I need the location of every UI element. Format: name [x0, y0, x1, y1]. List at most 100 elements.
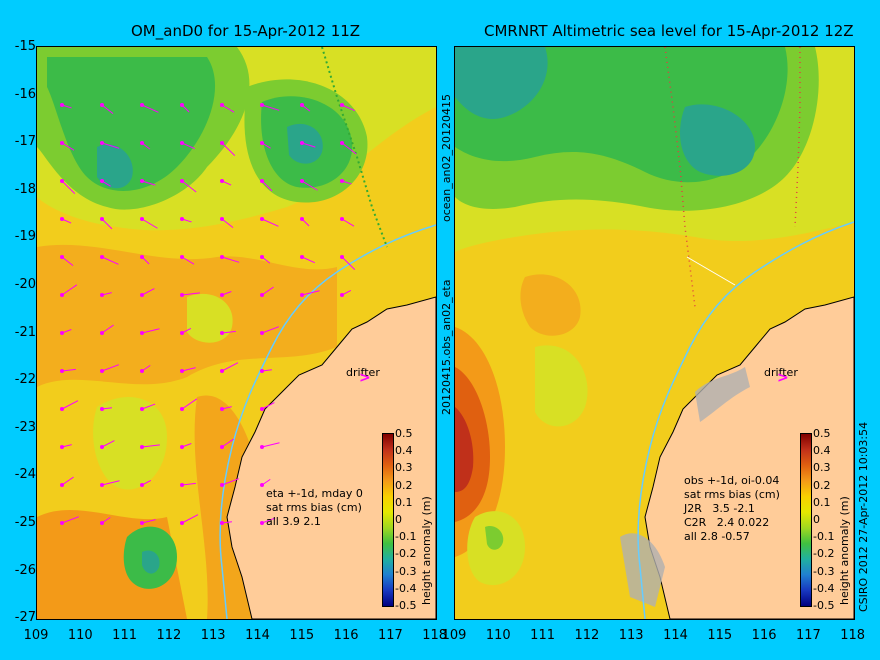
- warm-mid: [520, 274, 581, 336]
- velocity-arrow: [61, 180, 76, 195]
- colorbar-tick-label: 0: [813, 513, 820, 526]
- right-stats-line: sat rms bias (cm): [684, 488, 780, 501]
- colorbar-tick-label: 0.2: [813, 478, 831, 492]
- velocity-arrow: [261, 442, 280, 448]
- velocity-arrow-head: [180, 483, 184, 487]
- x-tick-label: 117: [377, 628, 403, 643]
- velocity-arrow-head: [100, 103, 104, 107]
- velocity-arrow: [341, 218, 355, 227]
- x-tick-label: 112: [156, 628, 182, 643]
- colorbar-tick-label: 0: [395, 513, 402, 526]
- colorbar-tick-label: 0.1: [813, 495, 831, 509]
- velocity-arrow-head: [300, 141, 304, 145]
- velocity-arrow-head: [140, 483, 144, 487]
- velocity-arrow: [141, 218, 158, 229]
- side-label-top: ocean_an02_20120415: [440, 94, 453, 222]
- right-stats: obs +-1d, oi-0.04 sat rms bias (cm) J2R …: [684, 474, 780, 544]
- velocity-arrow: [61, 476, 74, 486]
- x-tick-label: 113: [618, 628, 644, 643]
- drifter-label-right: drifter: [764, 366, 798, 379]
- right-panel-title: CMRNRT Altimetric sea level for 15-Apr-2…: [484, 22, 854, 40]
- velocity-arrow-head: [140, 331, 144, 335]
- y-tick-label: -17: [14, 134, 36, 150]
- yg-patch-small: [187, 293, 233, 343]
- colorbar-tick-label: -0.2: [395, 547, 417, 561]
- velocity-arrow: [61, 368, 76, 372]
- velocity-arrow-head: [60, 179, 64, 183]
- velocity-arrow-head: [60, 483, 64, 487]
- drifter-marker-left: >: [359, 370, 371, 386]
- y-tick-label: -18: [14, 181, 36, 197]
- velocity-arrow-head: [340, 179, 344, 183]
- velocity-arrow-head: [220, 255, 224, 259]
- velocity-arrow-head: [180, 521, 184, 525]
- velocity-arrow-head: [260, 521, 264, 525]
- velocity-arrow-head: [260, 217, 264, 221]
- white-line: [686, 256, 736, 286]
- x-tick-label: 117: [795, 628, 821, 643]
- velocity-arrow: [61, 284, 78, 296]
- yg-mid: [535, 345, 588, 427]
- velocity-arrow: [221, 256, 240, 263]
- sat-track-2: [794, 47, 801, 228]
- x-tick-label: 115: [707, 628, 733, 643]
- left-stats-line: eta +-1d, mday 0: [266, 487, 363, 500]
- velocity-arrow-head: [260, 255, 264, 259]
- velocity-arrow-head: [60, 331, 64, 335]
- velocity-arrow-head: [100, 141, 104, 145]
- velocity-arrow: [181, 482, 196, 486]
- velocity-arrow-head: [180, 141, 184, 145]
- velocity-arrow: [221, 330, 236, 334]
- teal-core: [455, 47, 548, 119]
- velocity-arrow-head: [260, 103, 264, 107]
- velocity-arrow-head: [100, 217, 104, 221]
- velocity-arrow-head: [340, 255, 344, 259]
- velocity-arrow-head: [300, 103, 304, 107]
- velocity-arrow-head: [220, 103, 224, 107]
- right-map-panel: [454, 46, 855, 620]
- velocity-arrow: [261, 402, 275, 410]
- velocity-arrow: [101, 104, 114, 114]
- teal-core-2: [680, 104, 755, 176]
- velocity-arrow-head: [220, 179, 224, 183]
- velocity-arrow-head: [100, 407, 104, 411]
- sat-track: [321, 47, 388, 248]
- velocity-arrow-head: [260, 141, 264, 145]
- velocity-arrow-head: [100, 179, 104, 183]
- velocity-arrow-head: [260, 407, 264, 411]
- velocity-arrow: [101, 142, 120, 149]
- left-stats-line: sat rms bias (cm): [266, 501, 362, 514]
- drifter-marker-right: >: [777, 370, 789, 386]
- velocity-arrow: [221, 142, 236, 157]
- velocity-arrow: [341, 256, 356, 271]
- x-tick-label: 114: [663, 628, 688, 643]
- velocity-arrow: [221, 438, 234, 448]
- velocity-arrow: [181, 514, 199, 524]
- velocity-arrow: [261, 326, 280, 334]
- colorbar-tick-label: 0.5: [395, 427, 413, 440]
- velocity-arrow-head: [300, 179, 304, 183]
- colorbar-tick-label: 0.1: [395, 495, 413, 509]
- velocity-arrow-head: [340, 293, 344, 297]
- y-tick-label: -25: [14, 515, 36, 530]
- colorbar-tick-label: 0.4: [813, 444, 831, 458]
- y-tick-label: -22: [14, 372, 36, 388]
- colorbar-tick-label: 0.4: [395, 444, 413, 458]
- velocity-arrow: [101, 218, 113, 230]
- velocity-arrow-head: [220, 217, 224, 221]
- velocity-arrow-head: [100, 331, 104, 335]
- velocity-arrow-head: [100, 445, 104, 449]
- velocity-arrow: [301, 180, 318, 191]
- velocity-arrow: [221, 104, 235, 113]
- velocity-arrow-head: [300, 293, 304, 297]
- right-colorbar: [800, 433, 812, 607]
- velocity-arrow-head: [100, 293, 104, 297]
- velocity-arrow: [61, 142, 75, 151]
- velocity-arrow-head: [100, 255, 104, 259]
- colorbar-tick-label: 0.2: [395, 478, 413, 492]
- colorbar-tick-label: -0.4: [395, 581, 417, 595]
- green-bottom: [485, 526, 504, 550]
- velocity-arrow: [181, 292, 200, 296]
- colorbar-tick-label: 0.3: [813, 461, 831, 475]
- velocity-arrow-head: [260, 331, 264, 335]
